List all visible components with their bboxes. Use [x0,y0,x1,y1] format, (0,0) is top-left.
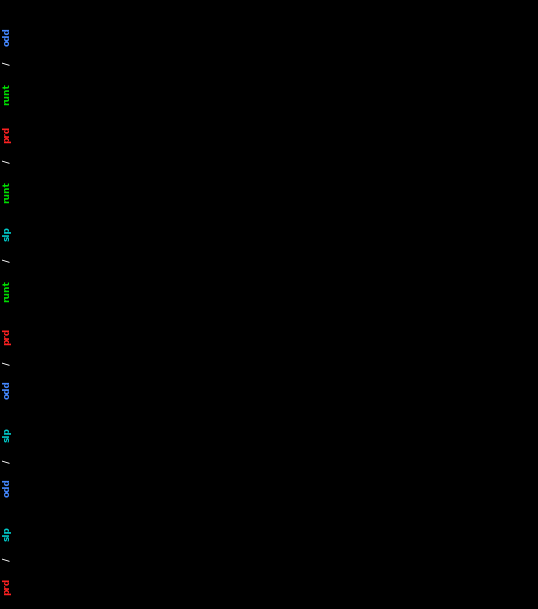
Text: gastrulation: gastrulation [310,4,373,14]
Text: /: / [3,358,11,367]
Text: prd: prd [3,578,11,595]
Text: slp: slp [3,526,11,541]
Text: /: / [3,255,11,264]
Text: slp: slp [3,226,11,241]
Text: early phase 3: early phase 3 [175,4,246,14]
Text: prd: prd [3,328,11,345]
Text: prd: prd [3,126,11,143]
Text: runt: runt [3,280,11,302]
Text: late phase 2: late phase 2 [47,4,112,14]
Text: slp: slp [3,428,11,442]
Text: /: / [3,58,11,68]
Text: /: / [3,555,11,565]
Text: odd: odd [3,380,11,399]
Text: odd: odd [3,479,11,498]
Text: odd: odd [3,27,11,46]
Text: early GBE: early GBE [447,4,498,14]
Text: /: / [3,157,11,166]
Text: /: / [3,457,11,466]
Text: runt: runt [3,83,11,105]
Text: runt: runt [3,181,11,203]
